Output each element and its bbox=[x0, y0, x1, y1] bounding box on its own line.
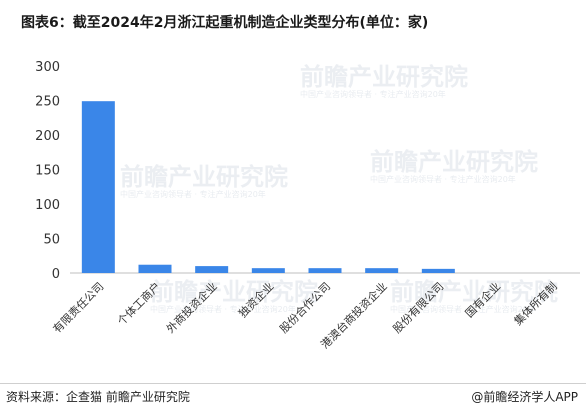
bar bbox=[81, 101, 115, 273]
watermark-text: 前瞻产业研究院 bbox=[120, 163, 288, 191]
y-tick-label: 200 bbox=[35, 129, 60, 144]
watermark-text: 前瞻产业研究院 bbox=[150, 278, 318, 306]
watermark-text: 前瞻产业研究院 bbox=[390, 278, 558, 306]
watermark-text: 前瞻产业研究院 bbox=[300, 63, 468, 91]
y-tick-label: 300 bbox=[35, 60, 60, 75]
chart-title: 图表6：截至2024年2月浙江起重机制造企业类型分布(单位：家) bbox=[21, 15, 429, 31]
y-tick-label: 50 bbox=[43, 233, 60, 248]
x-tick-label: 有限责任公司 bbox=[50, 279, 107, 336]
y-tick-label: 150 bbox=[35, 164, 60, 179]
bars bbox=[81, 101, 455, 273]
bar bbox=[251, 268, 285, 273]
watermark-subtext: 中国产业咨询领导者 · 专注产业咨询20年 bbox=[120, 189, 266, 199]
y-tick-label: 100 bbox=[35, 198, 60, 213]
bar bbox=[421, 268, 455, 273]
bar bbox=[308, 268, 342, 273]
watermark-subtext: 中国产业咨询领导者 · 专注产业咨询20年 bbox=[390, 304, 536, 314]
y-axis-ticks: 0 50 100 150 200 250 300 bbox=[35, 60, 60, 282]
bar bbox=[195, 266, 229, 273]
watermark-subtext: 中国产业咨询领导者 · 专注产业咨询20年 bbox=[370, 174, 516, 184]
bar bbox=[138, 264, 172, 273]
y-tick-label: 0 bbox=[52, 267, 60, 282]
footer-divider bbox=[0, 383, 586, 384]
bar bbox=[365, 268, 399, 273]
watermark-subtext: 中国产业咨询领导者 · 专注产业咨询20年 bbox=[300, 89, 446, 99]
watermark-subtext: 中国产业咨询领导者 · 专注产业咨询20年 bbox=[150, 304, 296, 314]
y-tick-label: 250 bbox=[35, 95, 60, 110]
brand-credit: @前瞻经济学人APP bbox=[471, 390, 578, 404]
source-note: 资料来源：企查猫 前瞻产业研究院 bbox=[6, 390, 190, 404]
watermark-text: 前瞻产业研究院 bbox=[370, 148, 538, 176]
